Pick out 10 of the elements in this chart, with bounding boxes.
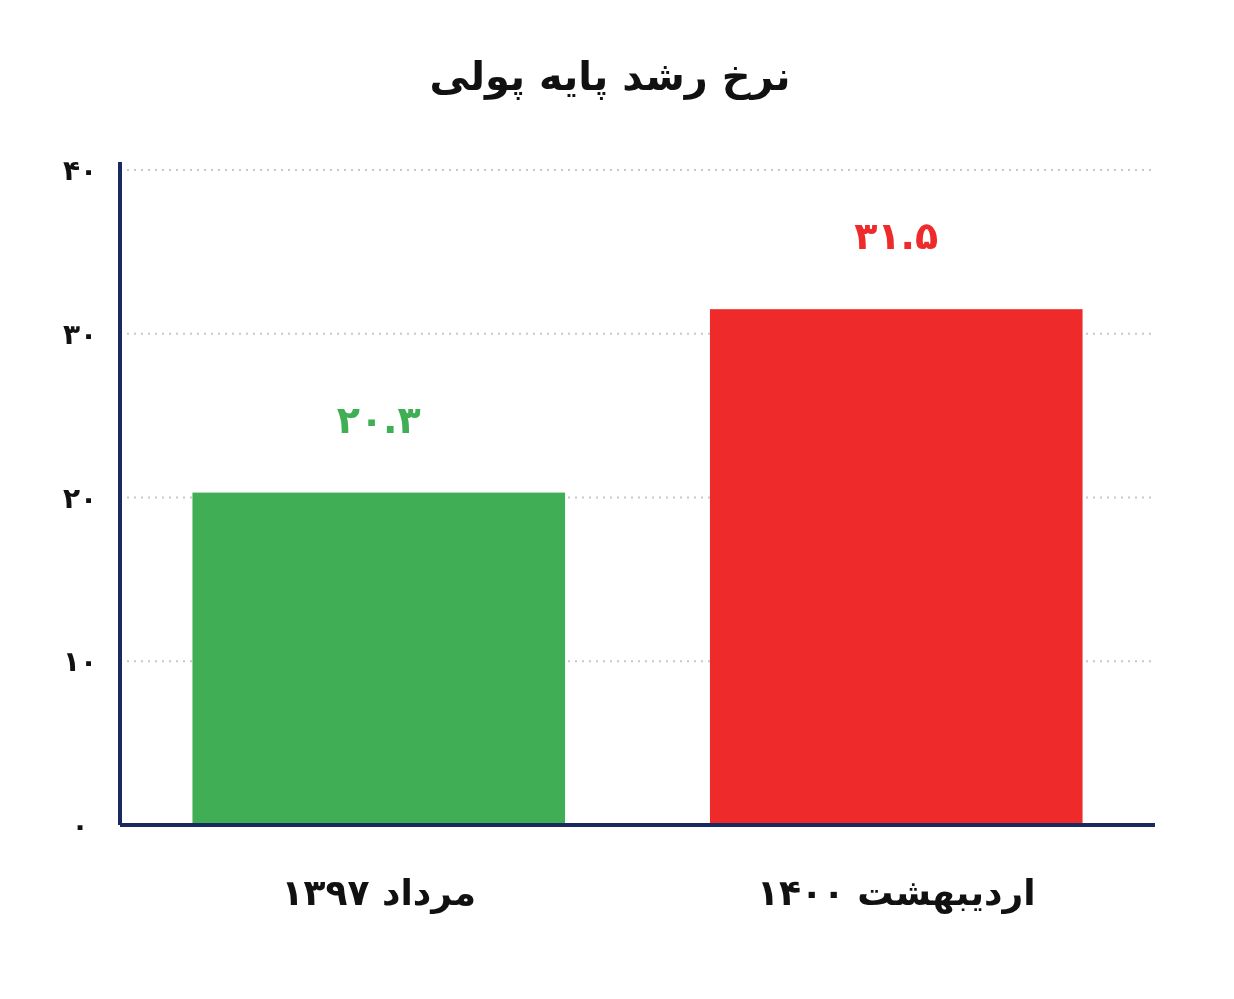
chart-title: نرخ رشد پایه پولی (429, 53, 791, 100)
data-label: ۳۱.۵ (854, 214, 939, 259)
y-tick-label: ۲۰ (62, 481, 98, 515)
y-tick-label: ۱۰ (62, 645, 98, 679)
y-tick-label: ۳۰ (62, 317, 98, 351)
data-label: ۲۰.۳ (336, 397, 421, 442)
x-tick-label: مرداد ۱۳۹۷ (281, 872, 476, 914)
x-tick-label: اردیبهشت ۱۴۰۰ (756, 872, 1036, 914)
y-tick-label: ۴۰ (62, 154, 98, 187)
y-tick-label: ۰ (71, 809, 89, 842)
